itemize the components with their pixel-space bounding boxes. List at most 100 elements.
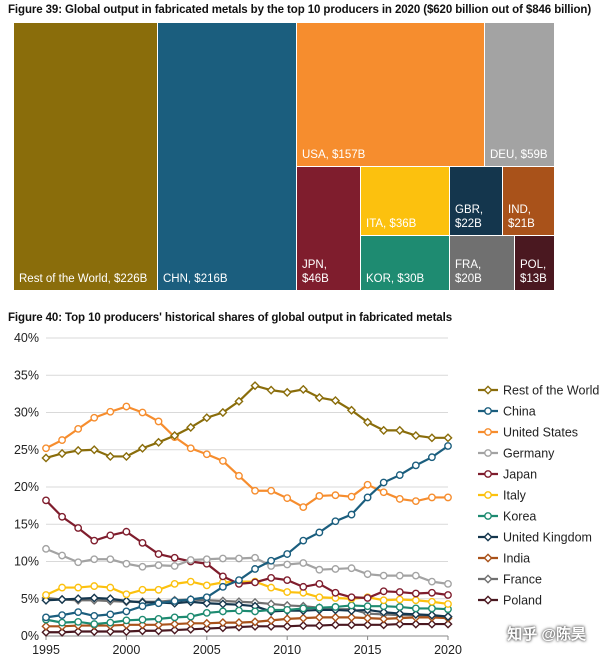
data-point-poland (330, 620, 341, 630)
treemap-label: FRA, $20B (455, 259, 482, 285)
data-point-rest-of-the-world (330, 395, 341, 406)
data-point-germany (122, 559, 131, 568)
data-point-italy (202, 581, 211, 590)
data-point-united-states (42, 444, 50, 453)
treemap-label: Rest of the World, $226B (19, 273, 148, 285)
data-point-india (266, 615, 276, 625)
x-tick-label: 2020 (434, 643, 462, 657)
data-point-united-states (379, 488, 388, 497)
legend-marker-china (484, 407, 492, 415)
data-point-united-states (122, 402, 131, 411)
legend-marker-italy (484, 491, 492, 499)
data-point-china (170, 597, 179, 605)
data-point-korea (154, 614, 163, 623)
data-point-korea (202, 609, 211, 617)
data-point-india (202, 618, 212, 628)
data-point-china (106, 610, 115, 619)
data-point-poland (153, 626, 164, 636)
data-point-japan (138, 538, 147, 547)
data-point-italy (106, 583, 115, 592)
treemap-tile-jpn: JPN, $46B (297, 167, 360, 290)
treemap-label: JPN, $46B (302, 259, 329, 285)
treemap-label: DEU, $59B (490, 149, 548, 161)
data-point-rest-of-the-world (170, 431, 180, 441)
data-point-italy (379, 596, 388, 605)
data-point-poland (57, 627, 67, 637)
data-point-india (346, 612, 357, 622)
legend-label-united-kingdom: United Kingdom (503, 531, 592, 545)
legend-label-japan: Japan (503, 468, 537, 482)
data-point-germany (411, 571, 420, 580)
data-point-rest-of-the-world (234, 396, 244, 406)
data-point-rest-of-the-world (346, 405, 357, 415)
data-point-germany (251, 553, 259, 562)
data-point-united-kingdom (346, 606, 357, 616)
treemap-tile-rest-of-the-world: Rest of the World, $226B (14, 23, 157, 290)
data-point-china (58, 611, 66, 620)
data-point-poland (379, 620, 389, 630)
data-point-germany (218, 554, 227, 563)
data-point-india (330, 612, 341, 622)
data-point-united-states (299, 503, 308, 512)
data-point-korea (74, 617, 83, 626)
data-point-china (428, 453, 436, 462)
y-tick-label: 20% (14, 480, 39, 494)
legend-label-united-states: United States (503, 426, 578, 440)
x-tick-label: 2015 (354, 643, 382, 657)
watermark: 知乎 @陈昊 (507, 626, 586, 643)
treemap-tile-chn: CHN, $216B (158, 23, 296, 290)
data-point-united-states (444, 493, 452, 502)
legend-marker-united-kingdom (483, 532, 493, 542)
data-point-italy (315, 593, 324, 602)
data-point-united-states (106, 407, 115, 416)
data-point-poland (298, 620, 308, 631)
legend-label-rest-of-the-world: Rest of the World (503, 384, 599, 398)
data-point-italy (411, 596, 420, 605)
data-point-germany (154, 561, 163, 570)
data-point-rest-of-the-world (250, 381, 260, 391)
treemap-tile-usa: USA, $157B (297, 23, 484, 166)
data-point-india (137, 620, 148, 630)
data-point-italy (122, 590, 131, 599)
data-point-italy (395, 595, 404, 604)
data-point-united-states (395, 495, 404, 503)
data-point-rest-of-the-world (73, 445, 83, 456)
treemap-label: IND, $21B (508, 204, 535, 230)
legend-label-korea: Korea (503, 510, 536, 524)
treemap-label: KOR, $30B (366, 273, 425, 285)
data-point-poland (41, 627, 51, 637)
data-point-united-states (202, 450, 211, 459)
data-point-poland (411, 619, 421, 629)
data-point-japan (106, 531, 115, 540)
data-point-japan (251, 578, 259, 587)
legend-marker-united-states (484, 428, 492, 436)
treemap-label: ITA, $36B (366, 218, 417, 230)
data-point-united-kingdom (202, 598, 212, 608)
legend-label-italy: Italy (503, 489, 527, 503)
data-point-italy (186, 577, 195, 586)
data-point-korea (106, 618, 115, 627)
data-point-korea (283, 606, 292, 614)
series-line-rest-of-the-world (45, 384, 448, 460)
data-point-germany (331, 565, 340, 573)
data-point-germany (347, 564, 356, 573)
data-point-japan (299, 582, 308, 591)
treemap-tile-deu: DEU, $59B (485, 23, 554, 166)
data-point-china (138, 602, 147, 611)
data-point-china (154, 599, 163, 608)
legend-label-china: China (503, 405, 536, 419)
treemap-tile-ita: ITA, $36B (361, 167, 449, 235)
data-point-poland (363, 620, 373, 630)
legend-label-poland: Poland (503, 594, 542, 608)
data-point-china (90, 611, 99, 620)
data-point-italy (58, 583, 66, 592)
data-point-korea (347, 601, 356, 610)
data-point-china (186, 595, 195, 604)
data-point-germany (186, 556, 195, 564)
data-point-poland (170, 625, 180, 635)
y-tick-label: 5% (21, 592, 39, 606)
data-point-japan (122, 527, 131, 536)
data-point-china (379, 478, 388, 487)
data-point-italy (74, 583, 83, 592)
data-point-india (234, 618, 244, 628)
